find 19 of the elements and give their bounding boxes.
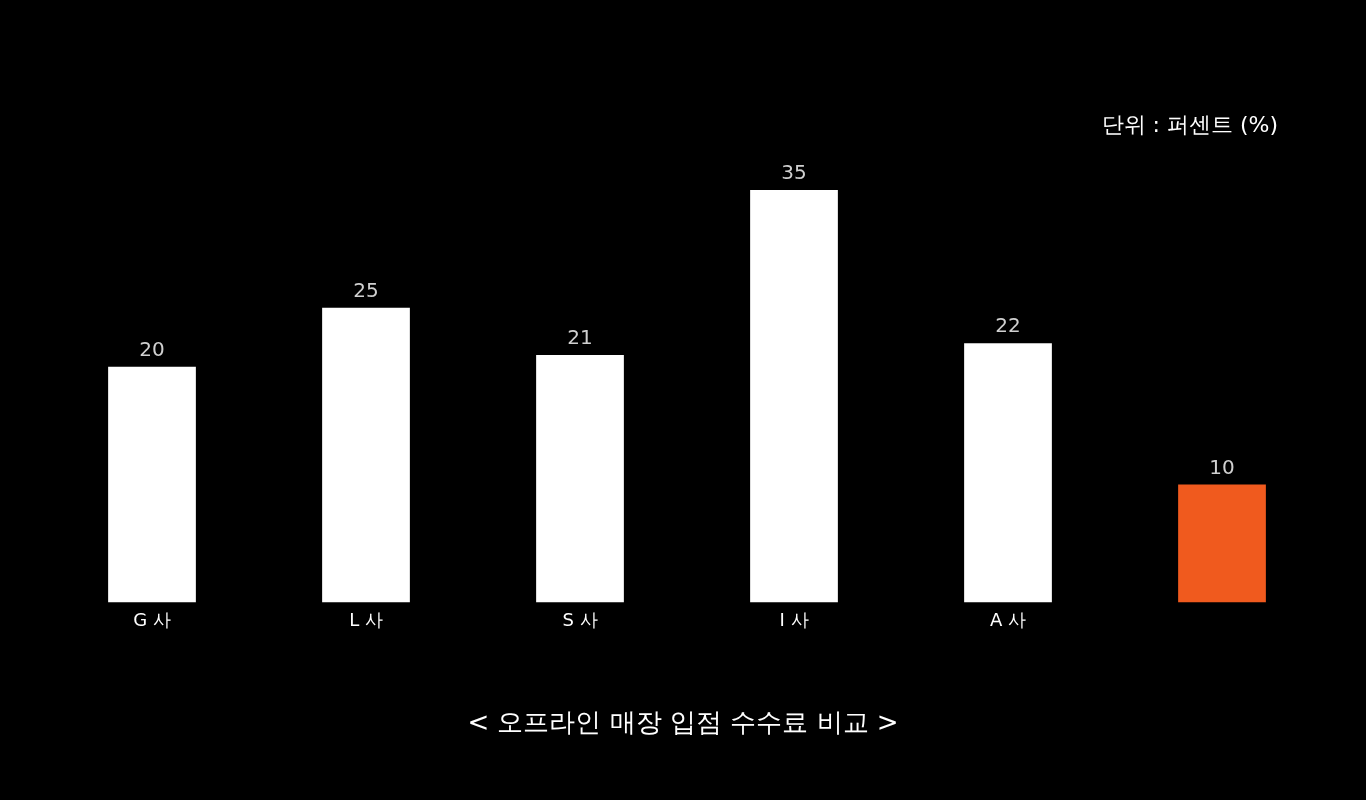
text: < 오프라인 매장 입점 수수료 비교 > [466, 706, 900, 739]
bar [1178, 484, 1266, 603]
x-tick-label: S 사 [562, 608, 598, 630]
x-tick-label: I 사 [779, 608, 809, 630]
data-label: 10 [1209, 454, 1235, 479]
bar [322, 307, 410, 603]
x-tick-label: A 사 [989, 608, 1027, 630]
bar [964, 343, 1052, 603]
x-tick-label: G 사 [133, 608, 171, 630]
data-label: 20 [139, 336, 165, 361]
text: 단위 : 퍼센트 (%) [1101, 111, 1278, 139]
data-label: 22 [995, 313, 1021, 338]
bar [536, 354, 624, 603]
data-label: 25 [353, 278, 379, 303]
data-label: 21 [567, 325, 593, 350]
bar [108, 366, 196, 603]
data-label: 35 [781, 160, 807, 185]
bar [750, 190, 838, 603]
x-tick-label: L 사 [349, 608, 383, 630]
